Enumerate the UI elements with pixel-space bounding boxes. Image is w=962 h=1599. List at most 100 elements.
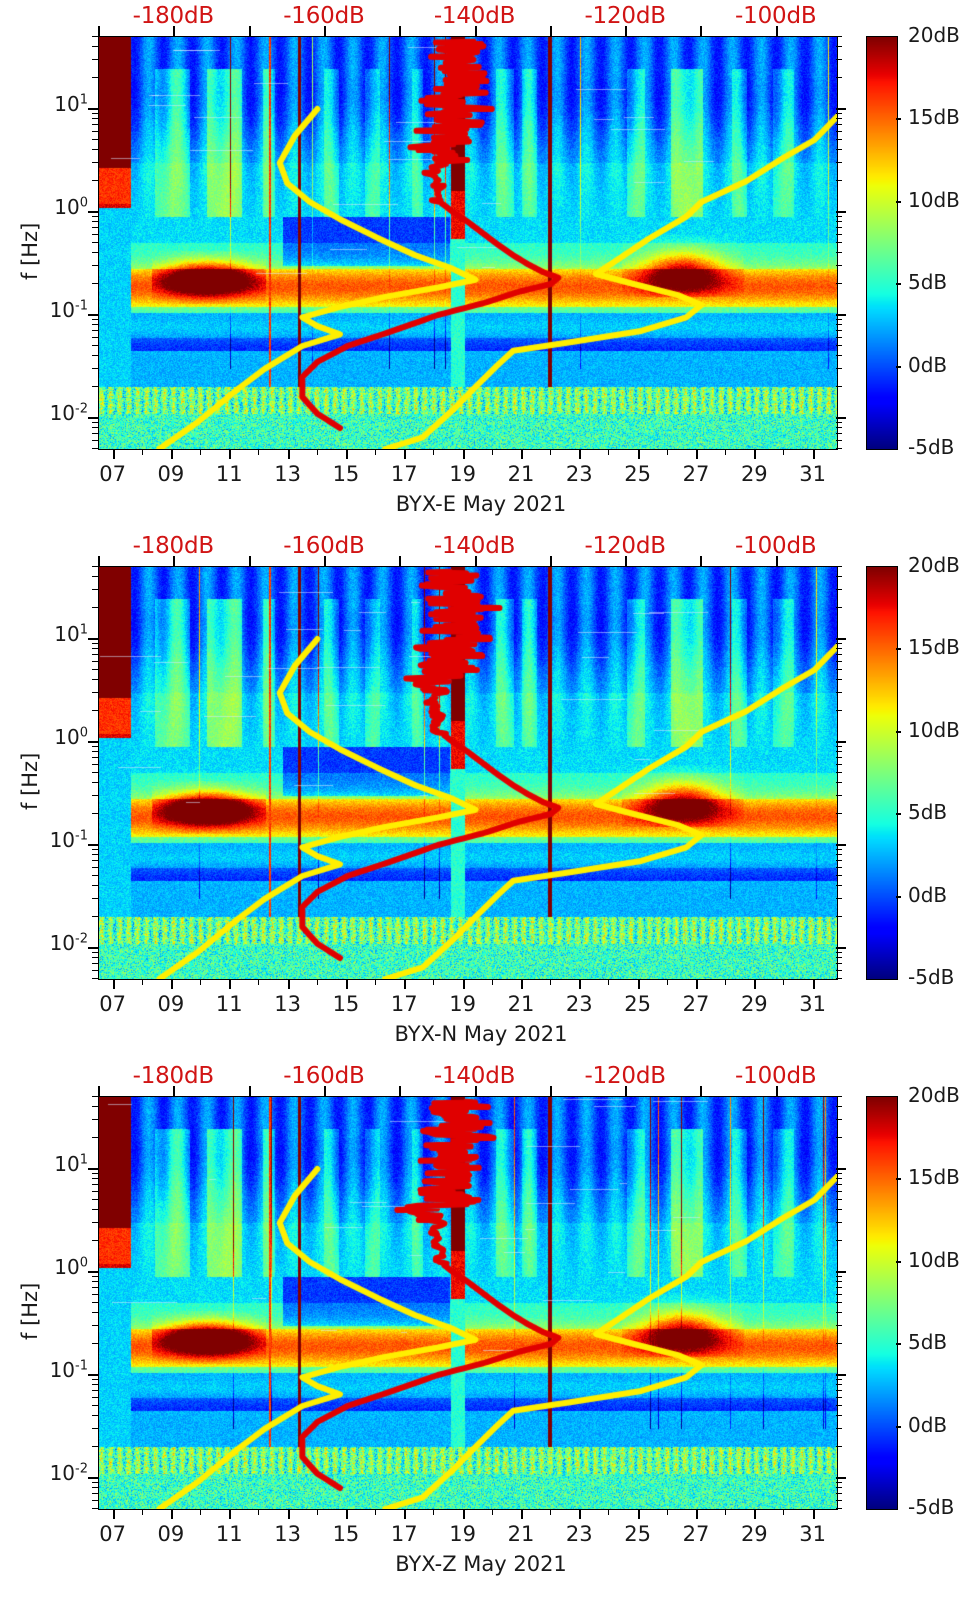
axis-tick <box>92 233 98 235</box>
axis-tick <box>92 76 98 78</box>
x-axis-title-z: BYX-Z May 2021 <box>395 1552 567 1576</box>
axis-tick <box>549 1086 552 1096</box>
axis-tick <box>92 318 98 320</box>
axis-tick <box>92 1208 98 1210</box>
axis-tick <box>92 426 98 428</box>
axis-tick <box>700 1086 703 1096</box>
axis-tick <box>836 264 842 266</box>
axis-tick <box>836 915 842 917</box>
colorbar-gradient <box>867 567 897 979</box>
axis-tick <box>836 575 842 577</box>
axis-tick <box>836 323 842 325</box>
axis-tick <box>725 449 727 455</box>
axis-tick <box>836 1118 842 1120</box>
axis-tick <box>462 979 465 989</box>
axis-tick <box>92 772 98 773</box>
axis-tick <box>896 1425 901 1428</box>
axis-tick <box>462 1509 465 1519</box>
axis-tick <box>836 336 842 338</box>
axis-tick <box>836 345 842 346</box>
spectrogram-image-e[interactable] <box>98 36 838 450</box>
axis-tick <box>433 1509 435 1515</box>
axis-tick <box>375 449 377 455</box>
axis-tick <box>896 1343 901 1346</box>
axis-tick <box>783 1509 785 1515</box>
axis-tick <box>92 691 98 693</box>
axis-tick <box>491 1509 493 1515</box>
y-axis-tick-label: 10-1 <box>49 1357 88 1382</box>
spectrogram-image-z[interactable] <box>98 1096 838 1510</box>
spectrogram-canvas <box>99 37 837 449</box>
axis-tick <box>88 107 98 110</box>
axis-tick <box>836 1311 842 1313</box>
colorbar-z[interactable] <box>866 1096 898 1510</box>
y-axis-title-e: f [Hz] <box>18 222 42 280</box>
axis-tick <box>92 1414 98 1416</box>
axis-tick <box>550 979 552 985</box>
spectrogram-image-n[interactable] <box>98 566 838 980</box>
axis-tick <box>170 979 173 989</box>
axis-tick <box>92 1183 98 1185</box>
axis-tick <box>836 226 842 228</box>
x-axis-tick-label: 31 <box>799 462 827 486</box>
axis-tick <box>783 449 785 455</box>
axis-tick <box>754 449 757 459</box>
axis-tick <box>92 853 98 855</box>
axis-tick <box>92 1190 98 1192</box>
axis-tick <box>836 1414 842 1416</box>
axis-tick <box>836 233 842 235</box>
spectrogram-canvas <box>99 1097 837 1509</box>
axis-tick <box>700 26 703 36</box>
y-axis-title-z: f [Hz] <box>18 1282 42 1340</box>
axis-tick <box>666 1509 668 1515</box>
axis-tick <box>248 1086 251 1096</box>
colorbar-tick-label: 10dB <box>908 1247 960 1272</box>
axis-tick <box>836 946 846 949</box>
colorbar-n[interactable] <box>866 566 898 980</box>
axis-tick <box>92 1136 98 1138</box>
axis-tick <box>836 148 842 150</box>
axis-tick <box>836 210 846 213</box>
axis-tick <box>579 449 582 459</box>
axis-tick <box>92 1105 98 1107</box>
top-axis-label-1-2: -140dB <box>433 533 516 559</box>
axis-tick <box>836 130 842 132</box>
axis-tick <box>92 432 98 434</box>
axis-tick <box>92 859 98 861</box>
axis-tick <box>92 588 98 590</box>
axis-tick <box>92 848 98 850</box>
x-axis-tick-label: 27 <box>682 1522 710 1546</box>
x-axis-tick-label: 07 <box>99 1522 126 1546</box>
axis-tick <box>98 26 100 36</box>
axis-tick <box>474 26 477 36</box>
y-axis-title-n: f [Hz] <box>18 752 42 810</box>
axis-tick <box>92 915 98 917</box>
axis-tick <box>316 979 318 985</box>
x-axis-title-n: BYX-N May 2021 <box>394 1022 568 1046</box>
axis-tick <box>549 556 552 566</box>
axis-tick <box>896 895 901 898</box>
axis-tick <box>836 45 842 47</box>
colorbar-tick-label: 0dB <box>908 882 948 907</box>
spectrogram-canvas <box>99 567 837 979</box>
axis-tick <box>141 1509 143 1515</box>
axis-tick <box>836 76 842 78</box>
axis-tick <box>836 123 842 125</box>
top-axis-label-2-4: -100dB <box>735 1063 817 1089</box>
x-axis-tick-label: 11 <box>215 462 243 486</box>
axis-tick <box>258 449 260 455</box>
axis-tick <box>896 813 901 816</box>
axis-tick <box>836 1499 842 1501</box>
y-axis-tick-label: 10-2 <box>49 400 88 425</box>
axis-tick <box>92 1199 98 1200</box>
axis-tick <box>92 1118 98 1120</box>
x-axis-tick-label: 27 <box>682 992 710 1016</box>
colorbar-e[interactable] <box>866 36 898 450</box>
axis-tick <box>836 1177 842 1179</box>
axis-tick <box>550 1509 552 1515</box>
axis-tick <box>836 313 846 316</box>
colorbar-tick-label: -5dB <box>908 1495 955 1519</box>
axis-tick <box>92 1405 98 1406</box>
axis-tick <box>836 1239 842 1241</box>
y-axis-tick-label: 100 <box>54 724 88 749</box>
